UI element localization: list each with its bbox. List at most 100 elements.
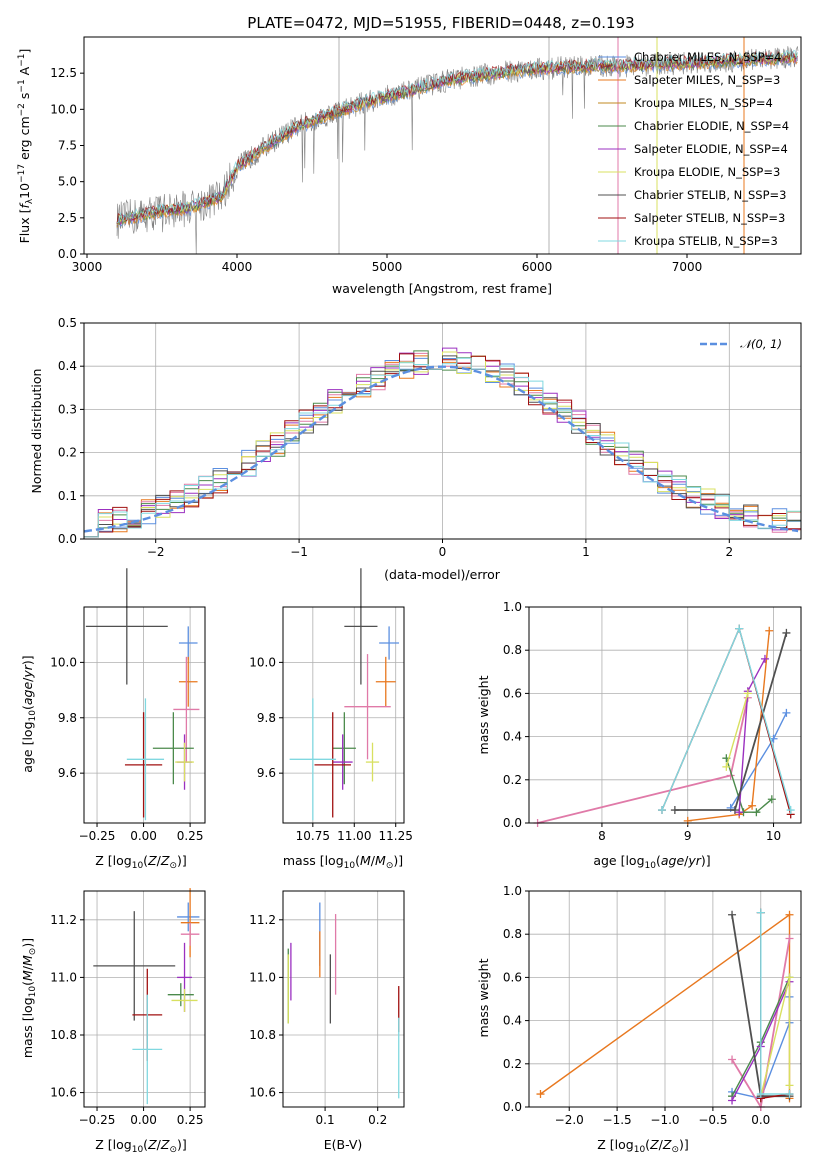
residual-axes-frame <box>83 322 802 540</box>
age-vs-Z-point-6 <box>85 568 168 685</box>
mass-vs-EBV-xlabel: E(B-V) <box>324 1137 363 1152</box>
mass-vs-EBV-xtick-label-0: 0.1 <box>316 1113 335 1127</box>
massweight-vs-age-ytick-label-3: 0.6 <box>503 686 522 700</box>
age-vs-mass-point-3 <box>332 712 356 785</box>
massweight-vs-Z-xlabel: Z [log10(Z/Z⊙)] <box>597 1137 689 1155</box>
residual-xtick-label-4: 2 <box>725 545 733 559</box>
massweight-vs-age-series-6 <box>674 632 788 811</box>
mass-vs-Z-xtick-label-0: −0.25 <box>79 1113 116 1127</box>
spectrum-legend-label-2: Kroupa MILES, N_SSP=4 <box>634 96 773 110</box>
massweight-vs-Z-series-7 <box>760 912 790 1100</box>
mass-vs-Z-ticks: −0.25 0.00 0.25 10.6 10.8 11.0 11.2 <box>50 891 205 1127</box>
massweight-vs-Z-ytick-label-1: 0.2 <box>503 1057 522 1071</box>
residual-panel: −2 −1 0 1 2 0.0 0.1 0.2 0.3 0.4 0.5 (data-model)/e… <box>29 316 802 582</box>
age-vs-mass-point-6 <box>344 568 378 685</box>
massweight-vs-age-series-4 <box>738 658 766 813</box>
massweight-vs-age-marker-3-2 <box>752 808 761 817</box>
age-vs-mass-point-1 <box>375 656 396 707</box>
age-vs-Z-point-0 <box>178 626 198 660</box>
spectrum-ytick-label-5: 12.5 <box>50 66 77 80</box>
age-vs-mass-ytick-label-2: 10.0 <box>249 655 276 669</box>
massweight-vs-age-marker-1-2 <box>748 801 757 810</box>
residual-ytick-label-0: 0.0 <box>58 532 77 546</box>
spectrum-legend-label-8: Kroupa STELIB, N_SSP=3 <box>634 234 778 248</box>
mass-vs-Z-ytick-label-2: 11.0 <box>50 970 77 984</box>
mass-vs-Z-xtick-label-1: 0.00 <box>130 1113 157 1127</box>
age-vs-Z-xtick-label-1: 0.00 <box>130 829 157 843</box>
age-vs-mass-xtick-label-1: 11.00 <box>337 829 371 843</box>
age-vs-Z-point-3 <box>152 712 194 785</box>
massweight-vs-age-xlabel: age [log10(age/yr)] <box>593 853 710 871</box>
massweight-vs-Z-marker-4-0 <box>728 1096 737 1105</box>
spectrum-legend-label-5: Kroupa ELODIE, N_SSP=3 <box>634 165 780 179</box>
massweight-vs-Z-axes-frame <box>528 890 802 1108</box>
massweight-vs-Z-ytick-label-4: 0.8 <box>503 927 522 941</box>
age-vs-Z-point-8 <box>126 698 165 821</box>
massweight-vs-Z-ticks: −2.0 −1.5 −1.0 −0.5 0.0 0.0 0.2 0.4 0.6 0.8 1.0 <box>503 884 801 1127</box>
spectrum-xtick-label-4: 7000 <box>672 260 703 274</box>
spectrum-legend-label-7: Salpeter STELIB, N_SSP=3 <box>634 211 785 225</box>
age-vs-Z-ytick-label-1: 9.8 <box>58 711 77 725</box>
massweight-vs-age-marker-4-0 <box>735 808 744 817</box>
massweight-vs-age-marker-1-0 <box>683 816 692 825</box>
mass-vs-Z-ytick-label-3: 11.2 <box>50 913 77 927</box>
residual-ytick-label-4: 0.4 <box>58 359 77 373</box>
mass-vs-Z-point-2 <box>180 922 200 946</box>
age-vs-Z-ytick-label-0: 9.6 <box>58 766 77 780</box>
mass-vs-EBV-ytick-label-2: 11.0 <box>249 970 276 984</box>
age-vs-mass-xtick-label-2: 11.25 <box>379 829 413 843</box>
gaussian-curve <box>83 365 799 533</box>
mass-vs-EBV-panel: 0.1 0.2 10.6 10.8 11.0 11.2 <box>249 890 405 1127</box>
residual-ytick-label-2: 0.2 <box>58 446 77 460</box>
spectrum-xlabel: wavelength [Angstrom, rest frame] <box>332 281 552 296</box>
spectrum-legend-label-1: Salpeter MILES, N_SSP=3 <box>634 73 780 87</box>
age-vs-Z-point-7 <box>124 712 163 818</box>
massweight-vs-age-ytick-label-1: 0.2 <box>503 773 522 787</box>
age-vs-mass-ytick-label-1: 9.8 <box>257 711 276 725</box>
massweight-vs-age-ytick-label-0: 0.0 <box>503 816 522 830</box>
massweight-vs-Z-marker-1-0 <box>536 1090 545 1099</box>
massweight-vs-age-ytick-label-5: 1.0 <box>503 600 522 614</box>
massweight-vs-Z-xtick-label-2: −1.0 <box>650 1113 679 1127</box>
massweight-vs-age-ticks: 8 9 10 0.0 0.2 0.4 0.6 0.8 1.0 <box>503 600 801 843</box>
massweight-vs-age-panel: 8 9 10 0.0 0.2 0.4 0.6 0.8 1.0 <box>503 600 802 843</box>
age-vs-Z-xtick-label-0: −0.25 <box>79 829 116 843</box>
massweight-vs-age-ytick-label-4: 0.8 <box>503 643 522 657</box>
massweight-vs-Z-series-8 <box>760 912 790 1095</box>
massweight-vs-age-marker-0-2 <box>782 708 791 717</box>
massweight-vs-Z-ytick-label-3: 0.6 <box>503 970 522 984</box>
spectrum-title: PLATE=0472, MJD=51955, FIBERID=0448, z=0… <box>247 14 634 32</box>
age-vs-mass-axes-frame <box>282 606 405 824</box>
spectrum-ticks: 3000 4000 5000 6000 7000 0.0 2.5 5.0 7.5 10.0 12.5 <box>50 66 702 274</box>
residual-ytick-label-1: 0.1 <box>58 489 77 503</box>
residual-xtick-label-0: −2 <box>147 545 165 559</box>
age-vs-Z-xlabel: Z [log10(Z/Z⊙)] <box>95 853 187 871</box>
massweight-vs-age-series-3 <box>725 757 773 813</box>
spectrum-legend-label-6: Chabrier STELIB, N_SSP=3 <box>634 188 786 202</box>
residual-xtick-label-1: −1 <box>290 545 308 559</box>
mass-vs-EBV-ytick-label-3: 11.2 <box>249 913 276 927</box>
age-vs-mass-xlabel: mass [log10(M/M⊙)] <box>283 853 403 871</box>
massweight-vs-Z-xtick-label-4: 0.0 <box>751 1113 770 1127</box>
massweight-vs-age-marker-8-0 <box>657 806 666 815</box>
mass-vs-EBV-axes-frame <box>282 890 405 1108</box>
massweight-vs-Z-marker-2-2 <box>785 934 794 943</box>
massweight-vs-age-series-7 <box>661 626 792 815</box>
mass-vs-Z-panel: −0.25 0.00 0.25 10.6 10.8 11.0 11.2 <box>50 888 206 1127</box>
massweight-vs-Z-marker-6-0 <box>728 910 737 919</box>
residual-ytick-label-5: 0.5 <box>58 316 77 330</box>
mass-vs-Z-point-5 <box>171 988 198 1012</box>
age-vs-mass-panel: 10.75 11.00 11.25 9.6 9.8 10.0 <box>249 568 413 843</box>
spectrum-legend-label-3: Chabrier ELODIE, N_SSP=4 <box>634 119 789 133</box>
residual-ytick-label-3: 0.3 <box>58 402 77 416</box>
massweight-vs-Z-marker-8-2 <box>785 1090 794 1099</box>
gaussian-legend-label: 𝒩(0, 1) <box>740 337 782 351</box>
massweight-vs-Z-xtick-label-0: −2.0 <box>555 1113 584 1127</box>
massweight-vs-age-ytick-label-2: 0.4 <box>503 730 522 744</box>
mass-vs-Z-ytick-label-1: 10.8 <box>50 1028 77 1042</box>
mass-vs-Z-point-6 <box>93 911 176 1021</box>
massweight-vs-Z-marker-5-1 <box>785 973 794 982</box>
spectrum-model-lines <box>116 37 798 254</box>
age-vs-Z-ticks: −0.25 0.00 0.25 9.6 9.8 10.0 <box>50 607 205 843</box>
mass-vs-EBV-ticks: 0.1 0.2 10.6 10.8 11.0 11.2 <box>249 891 404 1127</box>
